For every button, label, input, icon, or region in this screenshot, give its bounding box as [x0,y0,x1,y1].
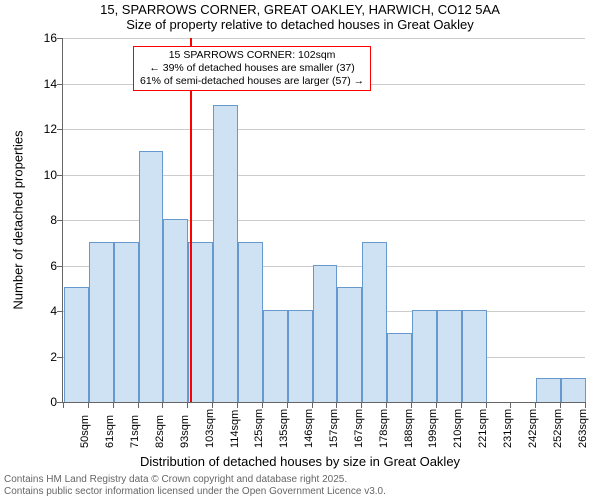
x-tick [535,402,536,408]
y-tick-label: 8 [50,213,63,227]
x-tick [63,402,64,408]
x-tick [88,402,89,408]
x-tick-label: 210sqm [452,409,464,448]
histogram-bar [462,310,487,402]
y-tick-label: 14 [44,77,63,91]
x-tick [138,402,139,408]
x-tick-label: 135sqm [278,409,290,448]
histogram-bar [412,310,437,402]
footer-line2: Contains public sector information licen… [4,486,386,498]
x-tick [212,402,213,408]
x-tick [510,402,511,408]
title-line2: Size of property relative to detached ho… [0,17,600,32]
x-tick-label: 188sqm [403,409,415,448]
histogram-bar [139,151,164,402]
x-tick-label: 178sqm [378,409,390,448]
gridline [63,38,585,39]
histogram-bar [64,287,89,402]
footer-line1: Contains HM Land Registry data © Crown c… [4,474,386,486]
histogram-bar [263,310,288,402]
x-tick-label: 103sqm [204,409,216,448]
x-tick [386,402,387,408]
title-block: 15, SPARROWS CORNER, GREAT OAKLEY, HARWI… [0,2,600,32]
x-tick [486,402,487,408]
y-tick-label: 4 [50,304,63,318]
x-tick [461,402,462,408]
histogram-bar [238,242,263,402]
histogram-bar [163,219,188,402]
x-tick-label: 157sqm [328,409,340,448]
y-tick-label: 6 [50,259,63,273]
histogram-bar [536,378,561,402]
x-tick-label: 242sqm [527,409,539,448]
x-tick-label: 146sqm [303,409,315,448]
histogram-bar [114,242,139,402]
marker-line [190,38,192,402]
x-tick-label: 93sqm [179,415,191,448]
x-tick-label: 252sqm [552,409,564,448]
x-tick [436,402,437,408]
y-tick-label: 12 [44,122,63,136]
x-tick [312,402,313,408]
chart-container: 15, SPARROWS CORNER, GREAT OAKLEY, HARWI… [0,0,600,500]
annotation-line1: 15 SPARROWS CORNER: 102sqm [140,49,364,62]
x-tick-label: 125sqm [253,409,265,448]
annotation-line3: 61% of semi-detached houses are larger (… [140,75,364,88]
y-axis-label: Number of detached properties [11,130,26,309]
x-tick [262,402,263,408]
histogram-bar [313,265,338,403]
x-tick-label: 263sqm [577,409,589,448]
y-tick-label: 0 [50,395,63,409]
x-tick [237,402,238,408]
histogram-bar [362,242,387,402]
x-tick-label: 114sqm [229,410,241,448]
histogram-bar [288,310,313,402]
x-tick-label: 50sqm [79,415,91,448]
y-tick-label: 2 [50,350,63,364]
histogram-bar [337,287,362,402]
x-tick-label: 221sqm [477,409,489,448]
x-tick [411,402,412,408]
x-tick [336,402,337,408]
x-tick-label: 61sqm [104,415,116,448]
x-tick-label: 167sqm [353,409,365,448]
annotation-box: 15 SPARROWS CORNER: 102sqm ← 39% of deta… [133,46,371,91]
x-tick [187,402,188,408]
x-tick [287,402,288,408]
x-tick-label: 231sqm [502,409,514,448]
x-tick [113,402,114,408]
y-tick-label: 16 [44,31,63,45]
x-tick [361,402,362,408]
x-tick [560,402,561,408]
histogram-bar [561,378,586,402]
title-line1: 15, SPARROWS CORNER, GREAT OAKLEY, HARWI… [0,2,600,17]
x-tick-label: 71sqm [129,415,141,448]
plot-area: 024681012141650sqm61sqm71sqm82sqm93sqm10… [62,38,585,403]
x-tick [162,402,163,408]
x-tick-label: 82sqm [154,415,166,448]
x-tick [585,402,586,408]
footer-attribution: Contains HM Land Registry data © Crown c… [4,474,386,498]
y-tick-label: 10 [44,168,63,182]
histogram-bar [213,105,238,402]
gridline [63,129,585,130]
histogram-bar [437,310,462,402]
histogram-bar [387,333,412,402]
histogram-bar [89,242,114,402]
x-tick-label: 199sqm [427,409,439,448]
annotation-line2: ← 39% of detached houses are smaller (37… [140,62,364,75]
x-axis-label: Distribution of detached houses by size … [140,454,460,469]
